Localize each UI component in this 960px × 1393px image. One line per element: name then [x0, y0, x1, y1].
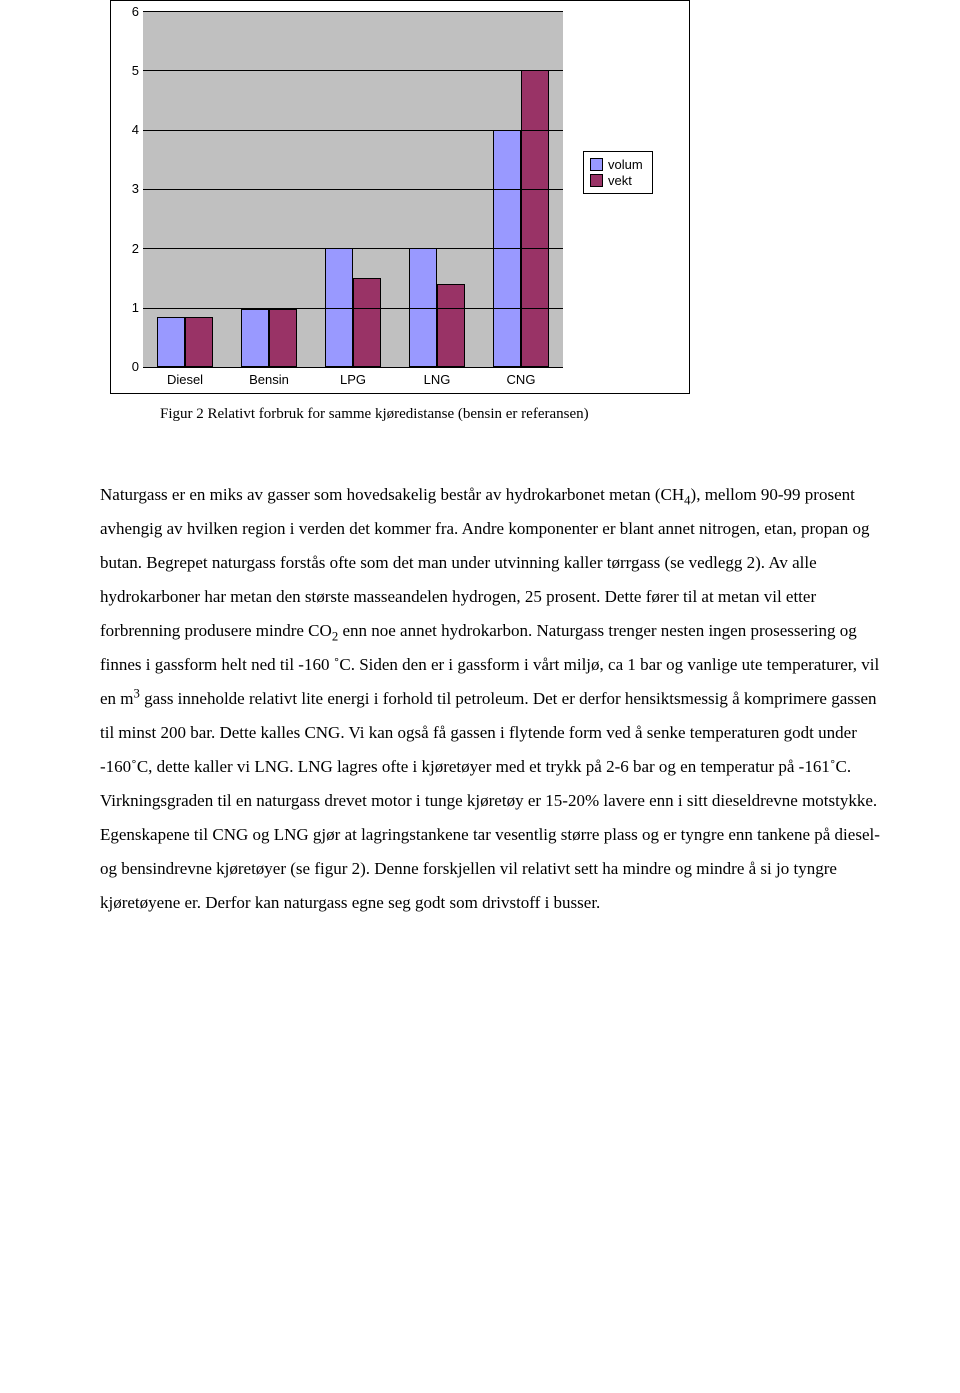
legend-item: vekt — [590, 173, 646, 188]
gridline — [143, 308, 563, 309]
bar-volum — [157, 317, 185, 367]
gridline — [143, 70, 563, 71]
gridline — [143, 248, 563, 249]
bar-volum — [241, 309, 269, 367]
y-tick-label: 2 — [119, 241, 139, 256]
y-tick-label: 3 — [119, 181, 139, 196]
chart-container: 6 5 4 3 2 1 0 DieselBensinLPGLNGCNG volumvekt — [110, 0, 690, 394]
y-tick-label: 6 — [119, 4, 139, 19]
x-tick-label: Bensin — [227, 372, 311, 387]
chart-inner: 6543210 DieselBensinLPGLNGCNG volumvekt — [119, 11, 681, 387]
legend-swatch — [590, 158, 603, 171]
chart-body: 6543210 DieselBensinLPGLNGCNG — [119, 11, 563, 387]
x-tick-label: CNG — [479, 372, 563, 387]
y-tick-label: 0 — [119, 359, 139, 374]
gridline — [143, 130, 563, 131]
y-axis: 6 5 4 3 2 1 0 — [119, 4, 143, 374]
bar-vekt — [521, 70, 549, 367]
bar-vekt — [437, 284, 465, 367]
legend-item: volum — [590, 157, 646, 172]
figure-caption: Figur 2 Relativt forbruk for samme kjøre… — [160, 406, 880, 423]
plot-column: DieselBensinLPGLNGCNG — [143, 11, 563, 387]
x-axis: DieselBensinLPGLNGCNG — [143, 372, 563, 387]
plot-area — [143, 11, 563, 368]
bar-vekt — [353, 278, 381, 367]
legend-label: volum — [608, 157, 643, 172]
x-tick-label: Diesel — [143, 372, 227, 387]
x-tick-label: LNG — [395, 372, 479, 387]
chart-legend: volumvekt — [583, 151, 653, 194]
bar-vekt — [269, 309, 297, 367]
y-tick-label: 4 — [119, 122, 139, 137]
legend-swatch — [590, 174, 603, 187]
x-tick-label: LPG — [311, 372, 395, 387]
y-tick-label: 1 — [119, 300, 139, 315]
bar-vekt — [185, 317, 213, 367]
y-tick-label: 5 — [119, 63, 139, 78]
legend-label: vekt — [608, 173, 632, 188]
category-slot — [479, 70, 563, 367]
category-slot — [143, 317, 227, 367]
body-paragraph: Naturgass er en miks av gasser som hoved… — [100, 478, 880, 920]
gridline — [143, 189, 563, 190]
gridline — [143, 11, 563, 12]
category-slot — [227, 309, 311, 367]
